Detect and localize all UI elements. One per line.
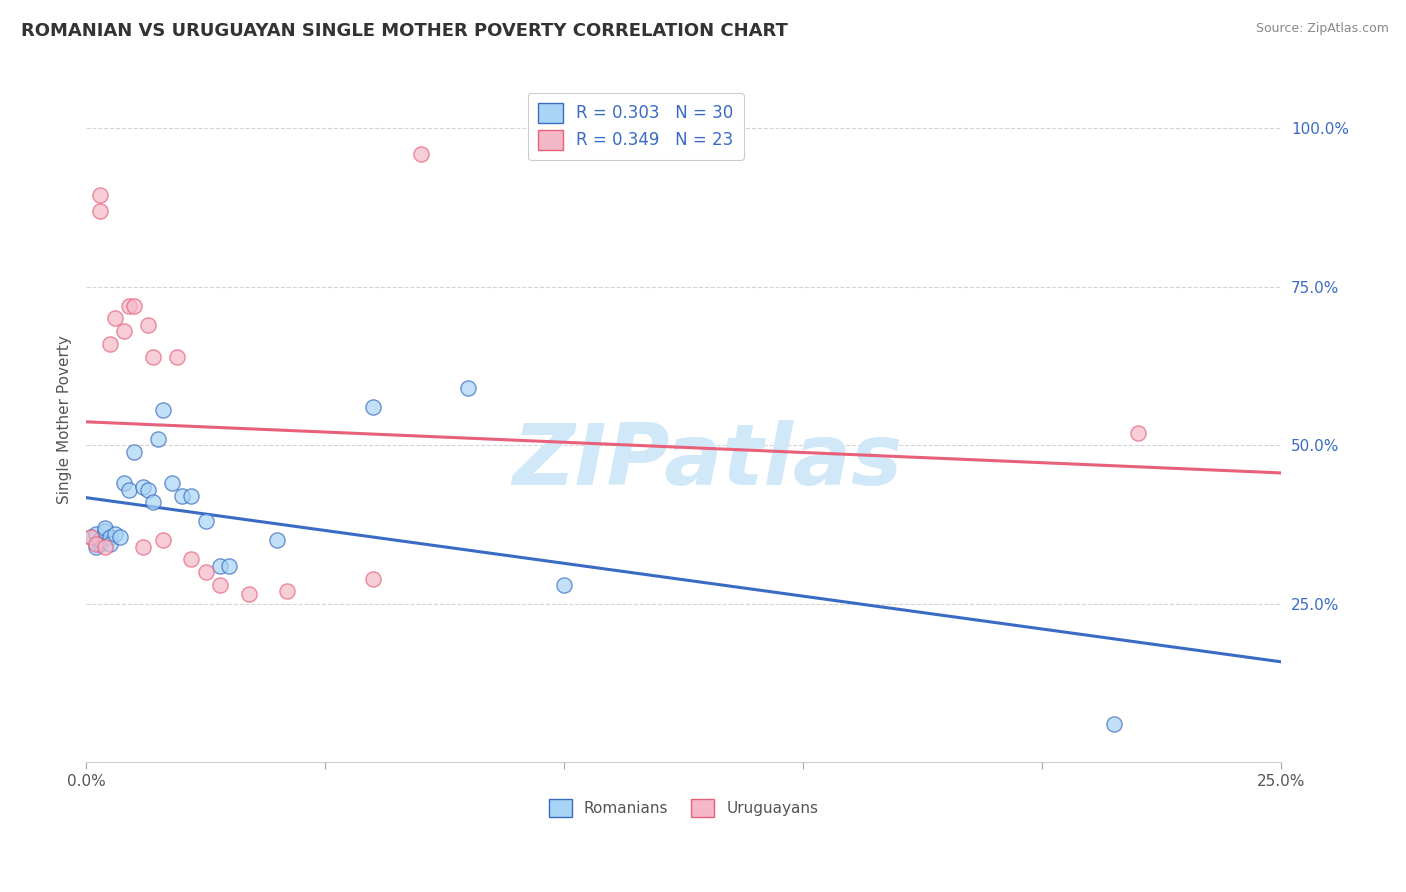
Point <box>208 558 231 573</box>
Point <box>136 318 159 332</box>
Point <box>1102 717 1125 731</box>
Point <box>118 299 141 313</box>
Point <box>142 495 165 509</box>
Point <box>94 540 117 554</box>
Point <box>180 552 202 566</box>
Point <box>170 489 193 503</box>
Point <box>89 536 111 550</box>
Point <box>104 311 127 326</box>
Point <box>89 533 111 548</box>
Point <box>160 476 183 491</box>
Point <box>98 336 121 351</box>
Point <box>208 578 231 592</box>
Point <box>112 476 135 491</box>
Point <box>166 350 188 364</box>
Point <box>84 540 107 554</box>
Point <box>98 530 121 544</box>
Point <box>80 530 103 544</box>
Point <box>1126 425 1149 440</box>
Point <box>361 572 384 586</box>
Point <box>98 536 121 550</box>
Point <box>152 533 174 548</box>
Point <box>180 489 202 503</box>
Text: ROMANIAN VS URUGUAYAN SINGLE MOTHER POVERTY CORRELATION CHART: ROMANIAN VS URUGUAYAN SINGLE MOTHER POVE… <box>21 22 787 40</box>
Point <box>238 587 260 601</box>
Point <box>457 381 479 395</box>
Point <box>194 565 217 579</box>
Point <box>80 530 103 544</box>
Point <box>146 432 169 446</box>
Point <box>132 479 155 493</box>
Point <box>89 203 111 218</box>
Y-axis label: Single Mother Poverty: Single Mother Poverty <box>58 335 72 504</box>
Point <box>142 350 165 364</box>
Point <box>266 533 288 548</box>
Point <box>89 187 111 202</box>
Point <box>276 584 298 599</box>
Point <box>409 146 432 161</box>
Point <box>104 527 127 541</box>
Point <box>553 578 575 592</box>
Legend: Romanians, Uruguayans: Romanians, Uruguayans <box>543 792 824 823</box>
Text: ZIPatlas: ZIPatlas <box>512 419 903 502</box>
Point <box>122 299 145 313</box>
Point <box>132 540 155 554</box>
Point <box>94 521 117 535</box>
Point <box>84 536 107 550</box>
Point <box>94 524 117 538</box>
Point <box>194 515 217 529</box>
Point <box>108 530 131 544</box>
Point <box>118 483 141 497</box>
Point <box>136 483 159 497</box>
Point <box>84 527 107 541</box>
Text: Source: ZipAtlas.com: Source: ZipAtlas.com <box>1256 22 1389 36</box>
Point <box>122 444 145 458</box>
Point <box>152 403 174 417</box>
Point <box>218 558 240 573</box>
Point <box>112 324 135 338</box>
Point <box>361 401 384 415</box>
